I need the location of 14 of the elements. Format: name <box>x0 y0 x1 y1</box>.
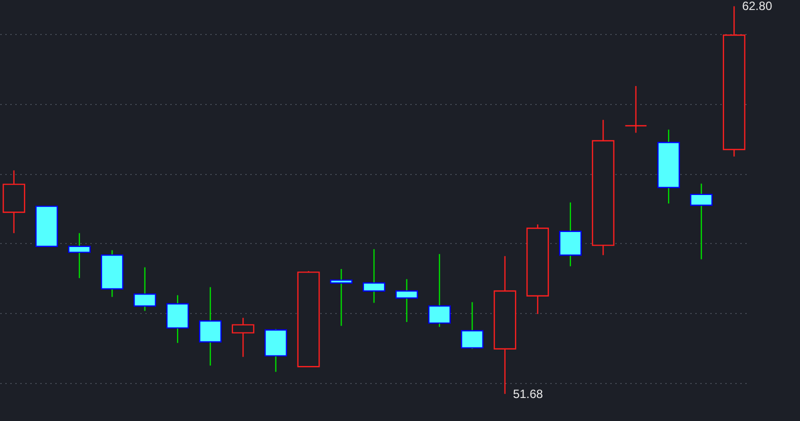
candlestick <box>428 253 451 328</box>
candlestick <box>68 232 91 279</box>
candlestick <box>232 317 254 358</box>
annotation: 62.80 <box>742 0 772 14</box>
candlestick <box>199 286 222 366</box>
candlestick <box>134 266 156 312</box>
candlestick <box>690 183 713 260</box>
candlestick <box>624 85 648 134</box>
annotation: 51.68 <box>512 386 544 401</box>
candlestick <box>362 248 386 304</box>
candlestick <box>460 302 484 350</box>
candlestick <box>330 268 353 326</box>
candlestick <box>559 202 582 267</box>
candlestick <box>395 278 418 323</box>
